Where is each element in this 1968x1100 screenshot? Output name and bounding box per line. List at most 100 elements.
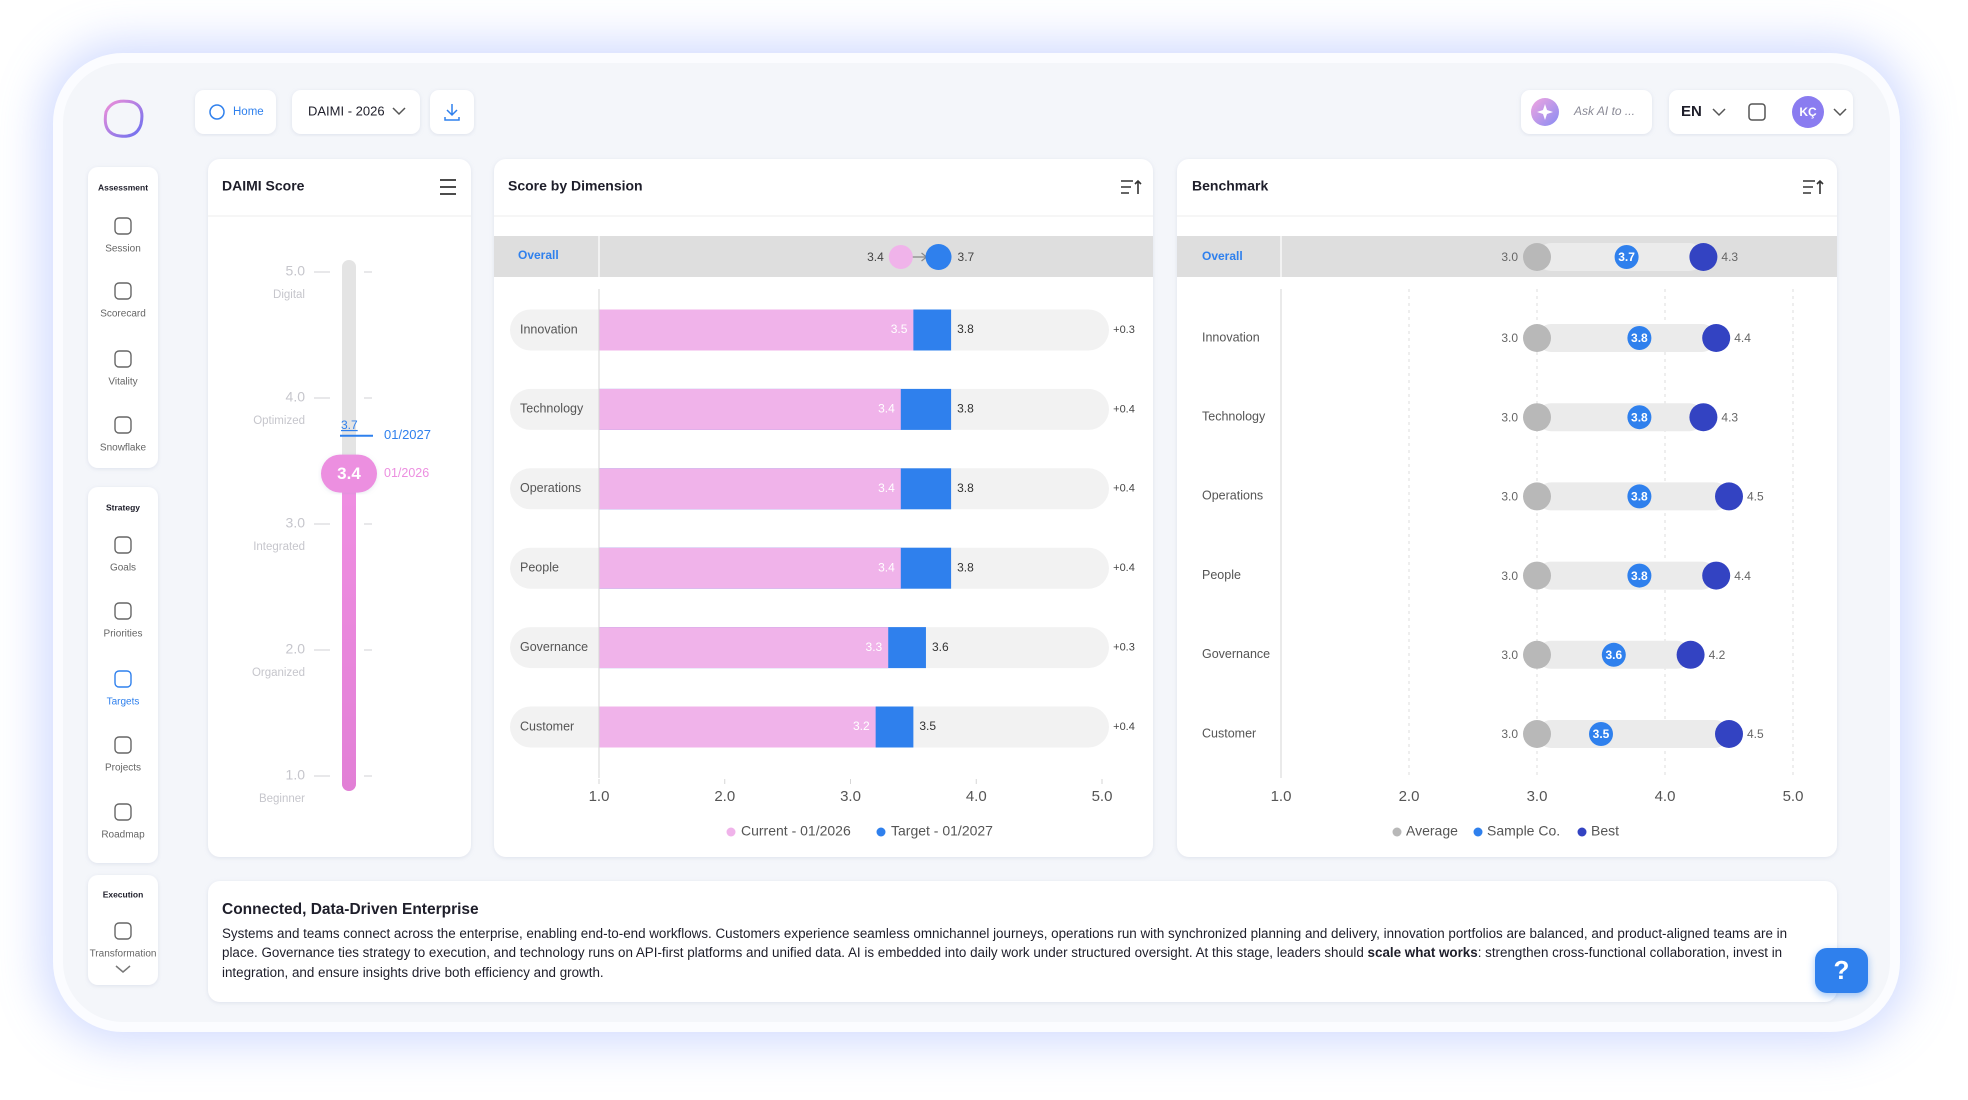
panel-title: Benchmark bbox=[1192, 178, 1268, 194]
dot-best bbox=[1715, 482, 1743, 511]
nav-item[interactable]: Session bbox=[105, 217, 141, 255]
logo[interactable] bbox=[103, 99, 144, 138]
best-label: 4.5 bbox=[1747, 727, 1764, 741]
summary-emphasis: scale what works bbox=[1367, 945, 1478, 961]
current-value-label: 3.5 bbox=[891, 322, 908, 336]
x-tick-label: 5.0 bbox=[1092, 788, 1113, 805]
notification-icon[interactable] bbox=[1748, 103, 1766, 121]
average-label: 3.0 bbox=[1501, 727, 1518, 741]
summary-title: Connected, Data-Driven Enterprise bbox=[222, 901, 479, 918]
bar-current bbox=[599, 388, 901, 430]
overall-band bbox=[494, 236, 1153, 277]
legend-label: Best bbox=[1591, 823, 1619, 839]
home-button[interactable]: Home bbox=[195, 90, 276, 134]
summary: Connected, Data-Driven Enterprise System… bbox=[222, 900, 1818, 982]
legend-item: Sample Co. bbox=[1473, 823, 1560, 839]
avatar[interactable] bbox=[1792, 96, 1824, 128]
x-tick-label: 2.0 bbox=[714, 788, 735, 805]
x-tick-label: 3.0 bbox=[840, 788, 861, 805]
delta-label: +0.4 bbox=[1113, 403, 1135, 415]
dot-average bbox=[1523, 720, 1551, 748]
dot-sample bbox=[1627, 484, 1652, 509]
assessment-select[interactable]: DAIMI - 2026 bbox=[292, 90, 420, 134]
target-value-label: 3.8 bbox=[957, 481, 974, 495]
sidebar-card bbox=[88, 167, 158, 468]
best-label: 4.4 bbox=[1734, 569, 1751, 583]
best-label: 4.5 bbox=[1747, 490, 1764, 504]
nav-item[interactable]: Vitality bbox=[108, 350, 138, 388]
sort-icon[interactable] bbox=[1803, 179, 1824, 194]
menu-icon[interactable] bbox=[440, 179, 456, 195]
sidebar-heading: Strategy bbox=[106, 502, 140, 512]
dot-average bbox=[1523, 640, 1551, 669]
panel-title: DAIMI Score bbox=[222, 178, 305, 194]
nav-label: Projects bbox=[105, 763, 141, 774]
legend-item: Average bbox=[1392, 823, 1458, 839]
nav-item[interactable]: Priorities bbox=[104, 602, 143, 640]
target-value: 3.7 bbox=[341, 418, 358, 432]
dot-best bbox=[1702, 561, 1731, 590]
category-label: People bbox=[1202, 568, 1241, 582]
dot-average bbox=[1523, 403, 1551, 432]
chevron bbox=[392, 107, 406, 116]
nav-item[interactable]: Projects bbox=[105, 736, 141, 774]
dot-sample bbox=[1601, 642, 1626, 667]
level-label: Beginner bbox=[259, 793, 305, 805]
sidebar-heading: Execution bbox=[103, 889, 144, 899]
current-value-label: 3.2 bbox=[853, 719, 870, 733]
range-pill bbox=[1537, 561, 1717, 590]
nav-item[interactable]: Goals bbox=[110, 536, 136, 574]
header-tools: EN KÇ bbox=[1669, 90, 1853, 134]
overall-band bbox=[1177, 236, 1837, 277]
level-label: Organized bbox=[252, 667, 305, 679]
home-icon bbox=[209, 104, 225, 120]
nav-item[interactable]: Targets bbox=[107, 670, 140, 708]
language[interactable]: EN bbox=[1681, 103, 1702, 120]
nav-label: Transformation bbox=[90, 949, 157, 960]
y-tick-label: 3.0 bbox=[286, 515, 306, 531]
nav-label: Session bbox=[105, 244, 141, 255]
category-label: Technology bbox=[520, 402, 584, 416]
dot-best bbox=[1702, 324, 1731, 352]
best-label: 4.3 bbox=[1721, 250, 1738, 264]
overall-target-label: 3.7 bbox=[958, 250, 975, 264]
sample-label: 3.6 bbox=[1605, 648, 1622, 662]
nav-item[interactable]: Snowflake bbox=[100, 416, 147, 454]
dot-sample bbox=[1627, 405, 1652, 430]
sort-icon[interactable] bbox=[1121, 179, 1142, 194]
dot-average bbox=[1523, 324, 1551, 352]
nav-icon bbox=[114, 922, 132, 940]
home-label: Home bbox=[233, 106, 264, 118]
nav-label: Targets bbox=[107, 697, 140, 708]
gauge-fill bbox=[342, 473, 356, 791]
ask-ai[interactable]: Ask AI to ... bbox=[1521, 90, 1652, 134]
category-label: Operations bbox=[1202, 489, 1263, 503]
bar-current bbox=[599, 627, 889, 669]
sidebar-more[interactable] bbox=[115, 965, 131, 973]
category-label: Governance bbox=[1202, 647, 1270, 661]
nav-item[interactable]: Roadmap bbox=[101, 803, 145, 841]
target-value-label: 3.5 bbox=[919, 719, 936, 733]
category-label: Customer bbox=[1202, 726, 1256, 740]
average-label: 3.0 bbox=[1501, 331, 1518, 345]
sidebar-heading: Assessment bbox=[98, 182, 148, 192]
target-value-label: 3.8 bbox=[957, 322, 974, 336]
sidebar-card bbox=[88, 487, 158, 863]
x-tick-label: 2.0 bbox=[1399, 788, 1420, 805]
sidebar-group: Transformation bbox=[90, 922, 157, 960]
help-button[interactable]: ? bbox=[1815, 948, 1868, 993]
best-label: 4.4 bbox=[1734, 331, 1751, 345]
nav-icon bbox=[114, 803, 132, 821]
download-button[interactable] bbox=[430, 90, 474, 134]
bar-current bbox=[599, 468, 901, 510]
sample-label: 3.5 bbox=[1593, 727, 1610, 741]
nav-icon bbox=[114, 350, 132, 368]
y-tick-label: 1.0 bbox=[286, 767, 306, 783]
delta-label: +0.3 bbox=[1113, 642, 1135, 654]
x-tick-label: 5.0 bbox=[1783, 788, 1804, 805]
nav-item[interactable]: Scorecard bbox=[100, 282, 146, 320]
nav-icon bbox=[114, 602, 132, 620]
nav-item[interactable]: Transformation bbox=[90, 922, 157, 960]
dot-sample bbox=[1614, 245, 1639, 269]
